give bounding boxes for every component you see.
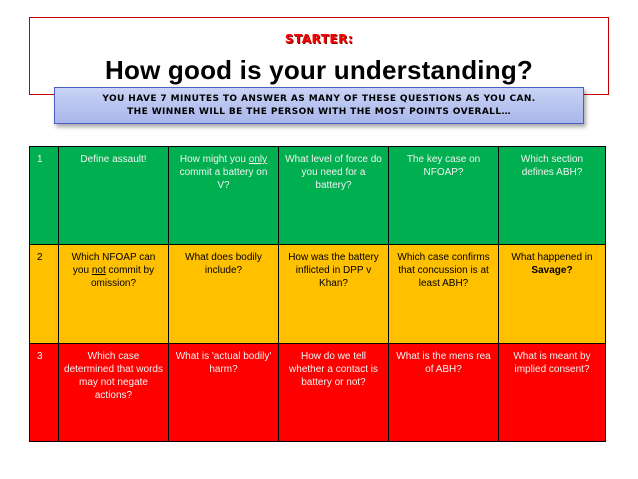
question-text: Which case determined that words may not… [64, 350, 163, 401]
question-cell[interactable]: Which section defines ABH? [498, 145, 606, 246]
question-text: What level of force do you need for a ba… [285, 154, 382, 191]
row-number: 1 [29, 145, 59, 246]
question-cell[interactable]: Which case confirms that concussion is a… [388, 244, 499, 344]
question-cell[interactable]: Define assault! [58, 145, 169, 246]
starter-label: STARTER: [284, 32, 354, 46]
question-text: What is 'actual bodily' harm? [175, 350, 272, 375]
row-number: 3 [29, 342, 59, 443]
title-box: STARTER: How good is your understanding? [29, 17, 609, 95]
question-text: Which section defines ABH? [520, 154, 584, 178]
question-cell[interactable]: What is the mens rea of ABH? [388, 342, 499, 443]
question-row-1: 1 Define assault! How might you only com… [29, 145, 606, 246]
question-text: How was the battery inflicted in DPP v K… [288, 252, 379, 290]
question-text-pre: What happened in [511, 252, 593, 264]
question-text-pre: Which NFOAP can you [71, 252, 156, 277]
question-cell[interactable]: Which case determined that words may not… [58, 342, 169, 443]
question-row-3: 3 Which case determined that words may n… [29, 342, 606, 443]
question-text-underlined: not [91, 265, 106, 277]
question-text-pre: How might you [179, 154, 249, 165]
row-number: 2 [29, 244, 59, 344]
question-row-2: 2 Which NFOAP can you not commit by omis… [29, 244, 606, 344]
question-text: The key case on NFOAP? [406, 154, 481, 178]
page-title: How good is your understanding? [105, 55, 533, 85]
question-text: What is the mens rea of ABH? [396, 350, 491, 375]
question-cell[interactable]: How might you only commit a battery on V… [168, 145, 279, 246]
question-cell[interactable]: What is meant by implied consent? [498, 342, 606, 443]
question-text: How do we tell whether a contact is batt… [289, 350, 378, 388]
question-text: Define assault! [80, 154, 147, 165]
question-text: Which case confirms that concussion is a… [397, 252, 490, 290]
banner-line-2: THE WINNER WILL BE THE PERSON WITH THE M… [127, 107, 511, 117]
question-cell[interactable]: What happened in Savage? [498, 244, 606, 344]
instructions-banner: YOU HAVE 7 MINUTES TO ANSWER AS MANY OF … [54, 87, 584, 124]
question-cell[interactable]: Which NFOAP can you not commit by omissi… [58, 244, 169, 344]
question-cell[interactable]: How do we tell whether a contact is batt… [278, 342, 389, 443]
question-text-post: commit a battery on V? [179, 167, 268, 191]
question-text-bold: Savage? [531, 265, 573, 277]
question-cell[interactable]: The key case on NFOAP? [388, 145, 499, 246]
question-grid: 1 Define assault! How might you only com… [29, 145, 606, 443]
question-text: What does bodily include? [185, 252, 262, 277]
question-cell[interactable]: What level of force do you need for a ba… [278, 145, 389, 246]
question-cell[interactable]: How was the battery inflicted in DPP v K… [278, 244, 389, 344]
question-text: What is meant by implied consent? [513, 350, 591, 375]
question-text-underlined: only [248, 154, 268, 165]
banner-line-1: YOU HAVE 7 MINUTES TO ANSWER AS MANY OF … [102, 94, 536, 104]
question-cell[interactable]: What does bodily include? [168, 244, 279, 344]
question-text-post: commit by omission? [90, 265, 155, 290]
question-cell[interactable]: What is 'actual bodily' harm? [168, 342, 279, 443]
